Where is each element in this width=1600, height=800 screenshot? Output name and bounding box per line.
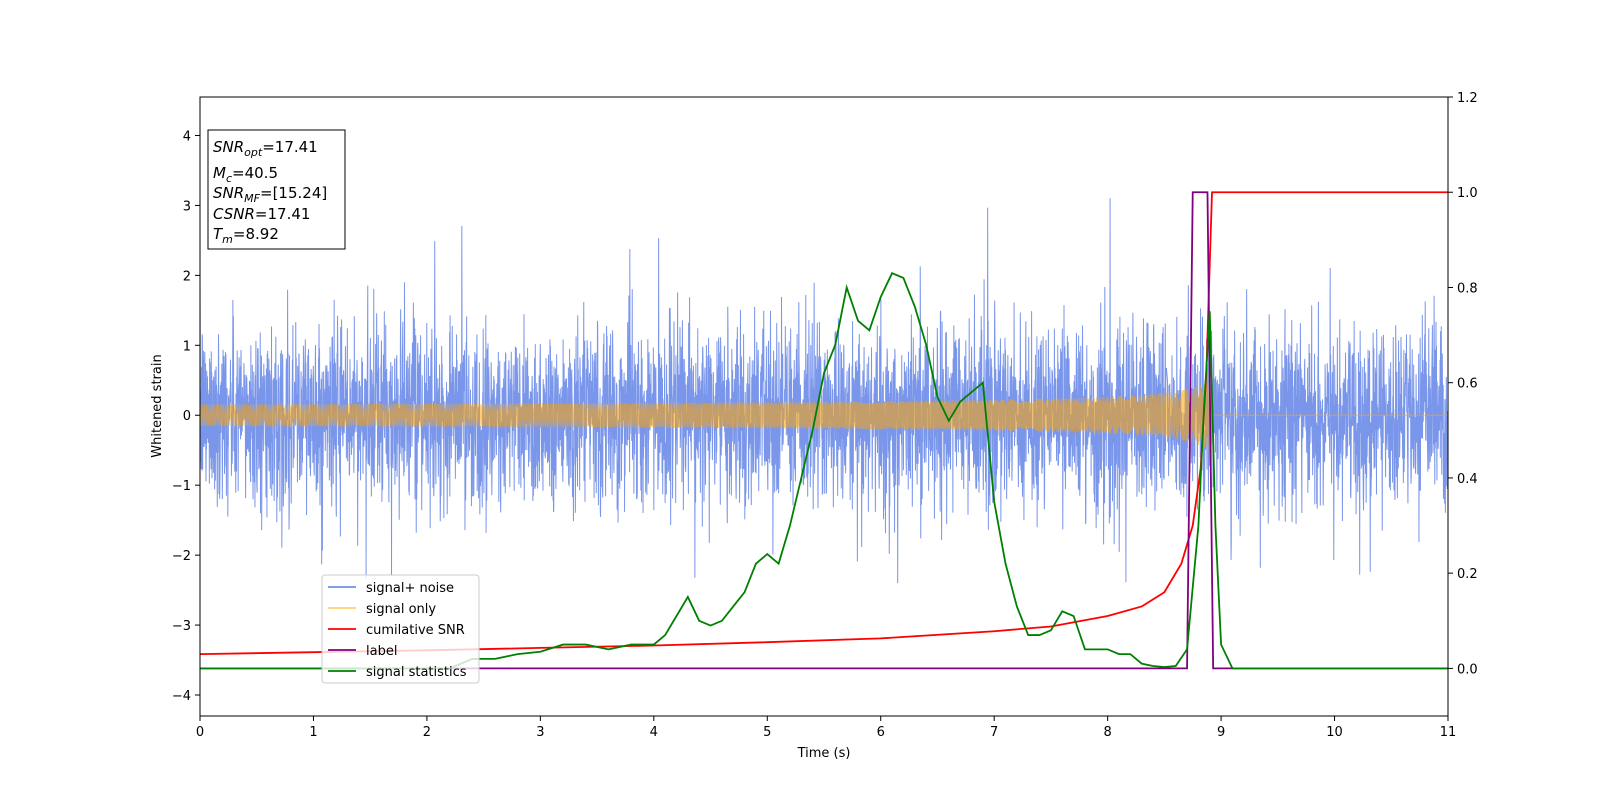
annotation-frame [207,129,346,250]
x-axis-label: Time (s) [797,746,851,761]
annotation-line: CSNR=17.41 [213,205,310,223]
annotation-box: SNRopt=17.41 Mc=40.5SNRMF=[15.24]CSNR=17.… [207,129,346,250]
y-right-tick-label: 0.8 [1457,281,1478,296]
x-tick-label: 11 [1440,725,1457,740]
y-left-tick-label: 3 [183,199,191,214]
y-right-tick-label: 0.4 [1457,472,1478,487]
x-tick-label: 7 [990,725,998,740]
annotation-line: SNRMF=[15.24] [213,184,327,205]
x-tick-label: 3 [536,725,544,740]
legend-entry: signal+ noise [366,581,454,596]
x-tick-label: 2 [423,725,431,740]
x-axis: 0 1 2 3 4 5 6 7 8 9 10 11 [196,716,1456,740]
annotation-line: Tm=8.92 [213,225,279,246]
x-tick-label: 8 [1103,725,1111,740]
annotation-line: Mc=40.5 [213,164,278,185]
series-signal-only [200,374,1448,460]
y-axis-left: −4 −3 −2 −1 0 1 2 3 4 [172,129,200,704]
y-left-tick-label: −1 [172,479,191,494]
y-left-tick-label: 1 [183,339,191,354]
y-left-tick-label: 0 [183,409,191,424]
x-tick-label: 4 [650,725,658,740]
y-right-tick-label: 1.2 [1457,91,1478,106]
y-left-tick-label: −3 [172,619,191,634]
y-right-tick-label: 0.6 [1457,377,1478,392]
series-signal-statistics [200,272,1448,670]
y-left-tick-label: −4 [172,689,191,704]
y-left-tick-label: 4 [183,129,191,144]
legend-entry: signal statistics [366,665,467,680]
x-tick-label: 0 [196,725,204,740]
y-right-tick-label: 0.2 [1457,567,1478,582]
legend-entry: cumilative SNR [366,623,465,638]
x-tick-label: 6 [877,725,885,740]
plot-area-frame [199,96,1449,717]
y-right-tick-label: 1.0 [1457,186,1478,201]
y-left-tick-label: −2 [172,549,191,564]
x-tick-label: 10 [1326,725,1343,740]
y-left-tick-label: 2 [183,269,191,284]
legend-entry: signal only [366,602,436,617]
series-signal-noise [200,198,1448,584]
legend: signal+ noise signal only cumilative SNR la… [321,574,480,684]
legend-frame [321,574,480,684]
x-tick-label: 1 [309,725,317,740]
y-right-tick-label: 0.0 [1457,662,1478,677]
x-tick-label: 5 [763,725,771,740]
x-tick-label: 9 [1217,725,1225,740]
y-axis-right: 0.0 0.2 0.4 0.6 0.8 1.0 1.2 [1448,91,1478,677]
y-axis-label: Whitened strain [150,354,165,457]
annotation-line: SNRopt=17.41 [213,138,318,159]
legend-entry: label [366,644,397,659]
